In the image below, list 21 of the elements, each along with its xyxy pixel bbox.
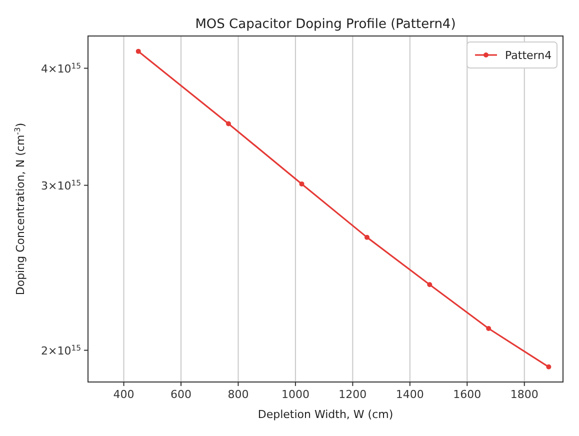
chart-title: MOS Capacitor Doping Profile (Pattern4) (195, 17, 456, 32)
legend-label: Pattern4 (505, 49, 552, 62)
x-tick-label: 400 (113, 388, 134, 401)
point (427, 282, 432, 288)
point (299, 181, 304, 186)
x-axis-title: Depletion Width, W (cm) (258, 408, 394, 421)
x-tick-label: 600 (170, 388, 192, 401)
y-tick-label: 2×10$^{15}$ (40, 342, 82, 358)
x-tick-label: 1600 (453, 388, 482, 401)
y-tick-label: 4×10$^{15}$ (40, 60, 82, 76)
point (546, 364, 552, 370)
x-tick-label: 1400 (396, 388, 424, 401)
x-tick-label: 800 (228, 388, 249, 401)
y-tick-label: 3×10$^{15}$ (40, 178, 82, 192)
point (486, 326, 492, 331)
point (226, 121, 231, 126)
point (364, 234, 370, 240)
x-tick-label: 1200 (338, 388, 367, 401)
point (136, 48, 141, 54)
x-tick-label: 1000 (281, 388, 310, 401)
x-tick-label: 1800 (510, 388, 538, 401)
